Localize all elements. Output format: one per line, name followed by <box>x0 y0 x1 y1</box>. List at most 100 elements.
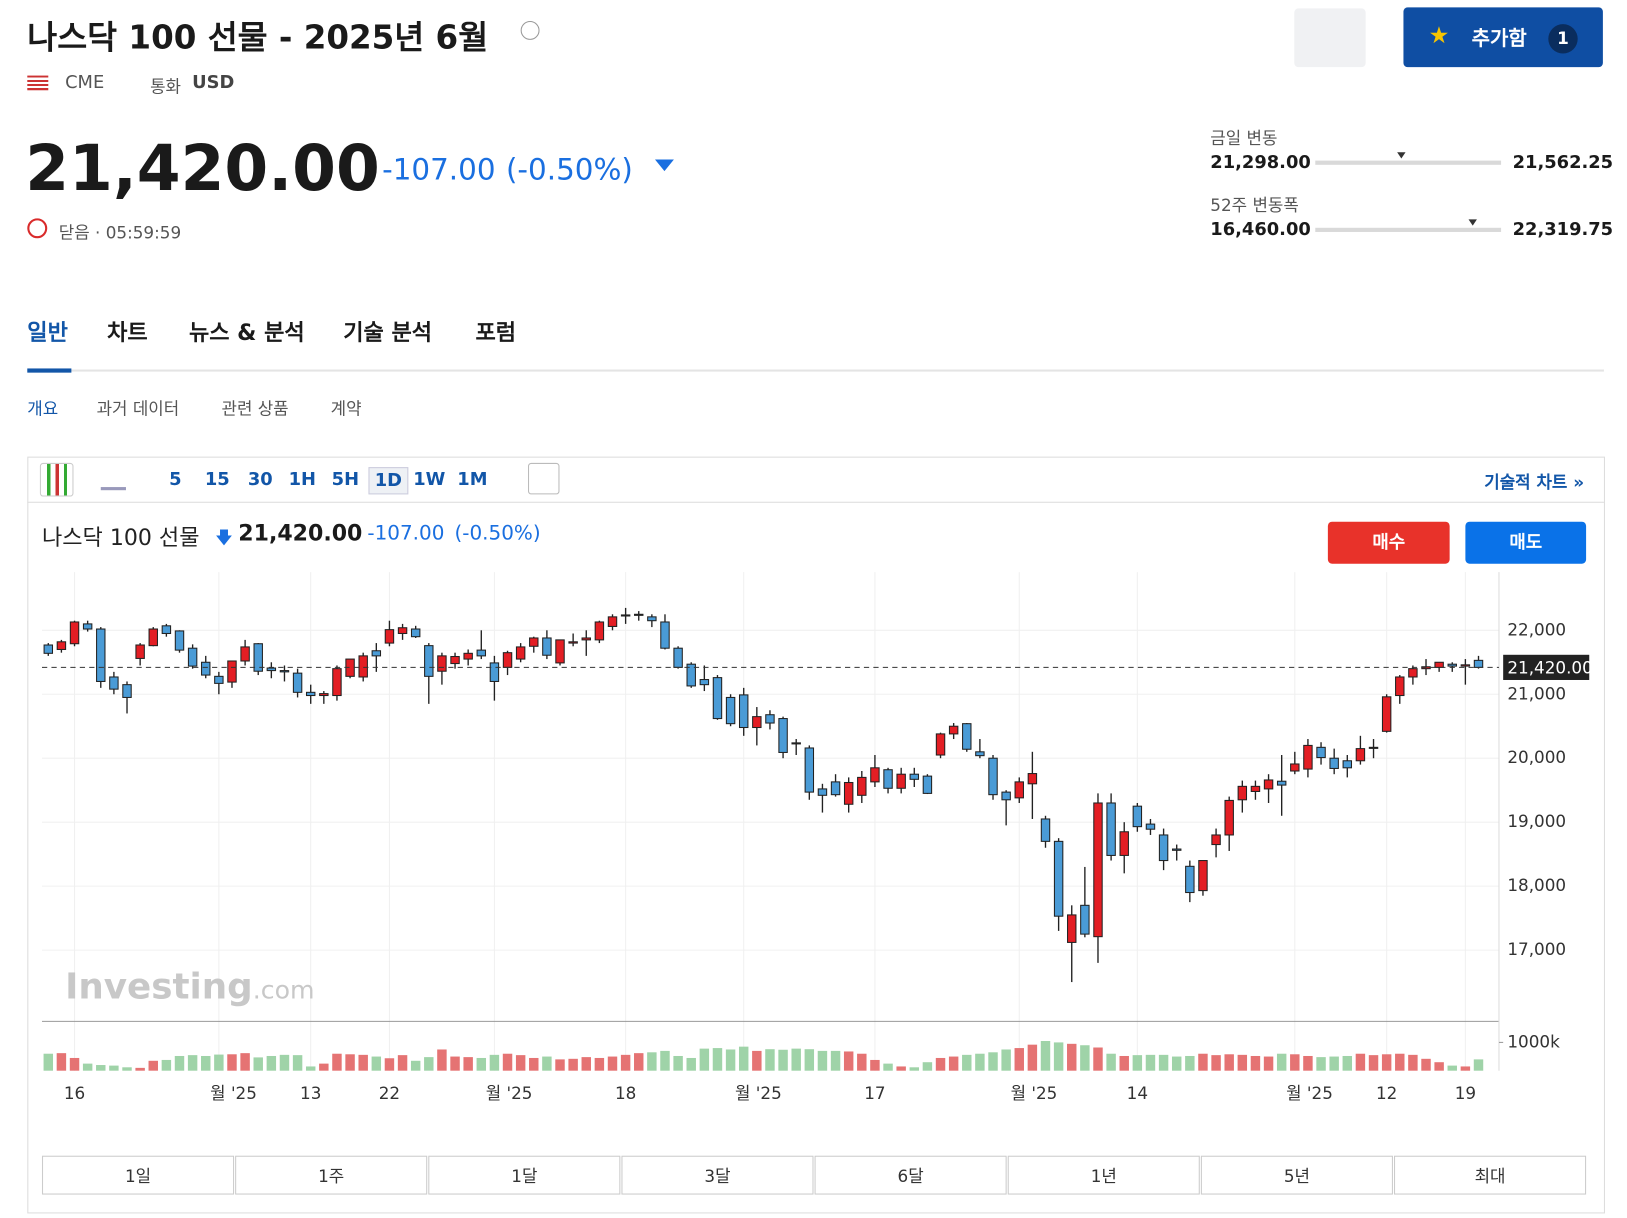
interval[interactable]: 1M <box>457 469 488 491</box>
chart-name: 나스닥 100 선물 <box>41 524 200 551</box>
volume-bar <box>214 1054 224 1071</box>
candle-body <box>463 652 473 660</box>
candle-body <box>922 775 933 794</box>
candle-body <box>1408 668 1418 678</box>
volume-bar <box>1145 1054 1156 1071</box>
candle-body <box>305 691 316 697</box>
line-icon[interactable] <box>100 470 126 491</box>
candle-body <box>1158 834 1169 862</box>
subtab[interactable]: 관련 상품 <box>221 398 289 419</box>
interval[interactable]: 5H <box>331 469 360 491</box>
interval[interactable]: 30 <box>247 469 273 491</box>
interval[interactable]: 15 <box>204 469 230 491</box>
x-tick-label: 17 <box>864 1083 885 1103</box>
period[interactable]: 3달 <box>621 1155 814 1195</box>
volume-bar <box>870 1059 880 1071</box>
volume-bar <box>620 1054 631 1071</box>
last-price-box <box>1503 654 1590 680</box>
tab[interactable]: 기술 분석 <box>343 320 433 346</box>
candle-body <box>1395 676 1405 697</box>
technical-link[interactable]: 기술적 차트 » <box>1484 472 1585 493</box>
candle-body <box>450 655 460 665</box>
candle-icon[interactable] <box>39 462 74 497</box>
volume-bar <box>1276 1053 1287 1071</box>
candle-body <box>515 646 526 660</box>
candle-body <box>712 677 723 720</box>
x-tick-label: 16 <box>64 1083 85 1103</box>
candle-body <box>843 781 854 805</box>
sell-button[interactable]: 매도 <box>1465 521 1587 564</box>
chart-box <box>27 456 1605 1214</box>
candle-body <box>830 781 841 796</box>
period[interactable]: 최대 <box>1394 1155 1587 1195</box>
period[interactable]: 5년 <box>1200 1155 1393 1195</box>
tab[interactable]: 일반 <box>27 320 68 346</box>
y-tick-label: 17,000 <box>1507 939 1566 959</box>
alert-button[interactable] <box>1294 8 1366 68</box>
chart-price: 21,420.00 <box>238 520 363 546</box>
period[interactable]: 1주 <box>235 1155 428 1195</box>
volume-bar <box>424 1057 434 1071</box>
period[interactable]: 1년 <box>1007 1155 1200 1195</box>
volume-bar <box>1250 1055 1261 1071</box>
buy-button[interactable]: 매수 <box>1327 521 1450 564</box>
volume-bar <box>201 1055 211 1071</box>
candle-body <box>1132 805 1143 828</box>
subtab[interactable]: 개요 <box>27 398 59 419</box>
candle-body <box>817 788 828 796</box>
candle-body <box>410 628 421 638</box>
candle-body <box>109 676 119 690</box>
volume-bar <box>174 1055 185 1071</box>
volume-bar <box>1211 1055 1221 1071</box>
candle-body <box>1447 663 1457 667</box>
range-low: 16,460.00 <box>1210 219 1311 241</box>
volume-bar <box>1290 1054 1300 1071</box>
period[interactable]: 1일 <box>41 1155 235 1195</box>
volume-bar <box>463 1057 473 1071</box>
volume-bar <box>109 1065 119 1071</box>
volume-bar <box>804 1049 815 1071</box>
volume-bar <box>909 1067 920 1071</box>
volume-bar <box>1395 1053 1405 1071</box>
volume-bar <box>1040 1040 1051 1071</box>
interval[interactable]: 1D <box>368 467 409 495</box>
volume-bar <box>1342 1055 1353 1071</box>
candle-body <box>1040 818 1051 842</box>
period[interactable]: 1달 <box>428 1155 621 1195</box>
volume-bar <box>1408 1054 1418 1071</box>
x-tick-label: 월 '25 <box>735 1083 782 1103</box>
tab-line <box>27 369 1604 372</box>
candle-body <box>870 767 880 783</box>
subtab[interactable]: 과거 데이터 <box>96 398 180 419</box>
range-high: 21,562.25 <box>1512 152 1614 174</box>
volume-bar <box>502 1053 513 1071</box>
x-tick-label: 13 <box>300 1083 321 1103</box>
x-tick-label: 월 '25 <box>1011 1083 1058 1103</box>
volume-bar <box>1434 1062 1444 1071</box>
candle-body <box>948 725 959 735</box>
candle-body <box>1316 746 1326 759</box>
subtab[interactable]: 계약 <box>330 398 362 419</box>
y-tick-label: 22,000 <box>1507 619 1566 639</box>
interval[interactable]: 5 <box>169 469 182 491</box>
interval[interactable]: 1W <box>413 469 446 491</box>
tab[interactable]: 포럼 <box>475 320 517 346</box>
candle-body <box>266 667 277 672</box>
volume-bar <box>725 1049 736 1071</box>
candle-body <box>201 661 211 676</box>
candle-body <box>896 773 906 789</box>
candle-body <box>253 643 263 672</box>
period[interactable]: 6달 <box>814 1155 1007 1195</box>
volume-bar <box>896 1066 906 1071</box>
layout-icon[interactable] <box>527 462 560 495</box>
interval[interactable]: 1H <box>288 469 316 491</box>
tab[interactable]: 차트 <box>107 320 148 346</box>
volume-bar <box>1316 1057 1326 1071</box>
chart-arrow: 🡇 <box>215 527 233 548</box>
candle-body <box>1237 785 1248 801</box>
volume-bar <box>122 1067 132 1071</box>
x-tick-label: 월 '25 <box>486 1083 533 1103</box>
tab[interactable]: 뉴스 & 분석 <box>188 320 305 346</box>
